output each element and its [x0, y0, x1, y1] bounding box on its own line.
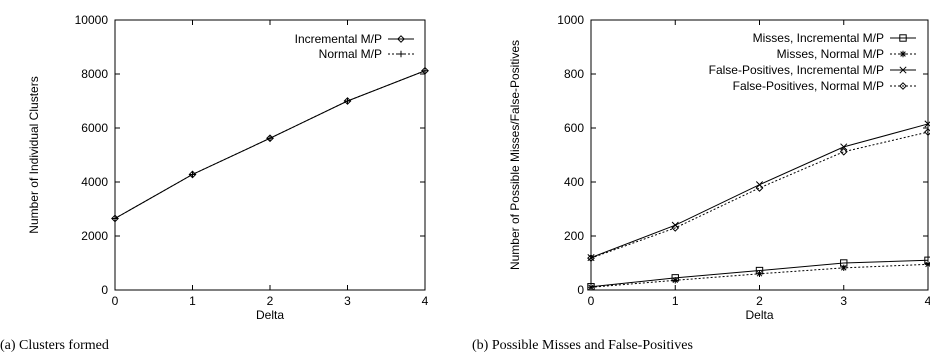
chart-b-legend-label: False-Positives, Normal M/P — [733, 79, 884, 93]
chart-b-legend-marker — [899, 50, 907, 58]
chart-b-legend-label: False-Positives, Incremental M/P — [709, 63, 884, 77]
chart-b-y-tick-label: 800 — [564, 67, 584, 81]
chart-b-y-tick-label: 1000 — [557, 13, 584, 27]
chart-a-legend-label: Normal M/P — [319, 47, 382, 61]
chart-b-data-point — [840, 264, 847, 272]
chart-a-x-tick-label: 4 — [422, 294, 429, 308]
chart-b-data-point — [924, 128, 930, 136]
chart-a-series-line — [114, 70, 426, 219]
chart-a-series-normal-m-p — [111, 67, 429, 222]
chart-b-data-point — [587, 254, 595, 263]
caption-misses-false-positives: (b) Possible Misses and False-Positives — [472, 338, 693, 353]
chart-a-x-tick-label: 2 — [267, 294, 274, 308]
chart-a-series-line — [114, 70, 426, 219]
chart-a-y-tick-label: 8000 — [81, 67, 108, 81]
chart-a-x-tick-label: 1 — [189, 294, 196, 308]
chart-a-y-axis-title: Number of Individual Clusters — [27, 76, 41, 233]
chart-b-y-tick-label: 400 — [564, 175, 584, 189]
chart-a-x-tick-label: 3 — [344, 294, 351, 308]
chart-b-legend-label: Misses, Incremental M/P — [753, 31, 884, 45]
chart-a-data-point — [344, 97, 351, 105]
chart-misses-false-positives: 0 1 2 3 4 0 200 400 600 800 1000 Delta Number of Pos… — [508, 13, 930, 322]
chart-b-x-tick-label: 2 — [756, 294, 763, 308]
chart-a-data-point — [266, 135, 274, 142]
chart-b-data-point — [924, 261, 930, 268]
chart-b-series-line — [590, 259, 929, 288]
chart-b-x-tick-label: 3 — [840, 294, 847, 308]
chart-b-legend-marker — [899, 34, 907, 42]
chart-a-y-tick-label: 6000 — [81, 121, 108, 135]
chart-b-y-axis-title: Number of Possible Misses/False-Positive… — [508, 40, 522, 270]
chart-a-data-point — [189, 171, 196, 178]
chart-b-data-point — [671, 223, 680, 232]
chart-clusters-formed: 0 1 2 3 4 0 2000 4000 6000 8000 10000 Delta Number o… — [27, 13, 429, 322]
chart-b-legend: Misses, Incremental M/P Misses, Normal M/… — [709, 31, 916, 93]
chart-a-data-point — [111, 215, 119, 222]
chart-b-data-point — [840, 143, 848, 151]
chart-b-legend-marker — [899, 82, 907, 90]
chart-b-x-tick-label: 4 — [925, 294, 930, 308]
chart-a-y-tick-label: 4000 — [81, 175, 108, 189]
chart-a-legend-label: Incremental M/P — [295, 32, 382, 46]
chart-b-data-point — [755, 184, 764, 192]
chart-a-y-tick-label: 10000 — [75, 13, 109, 27]
chart-a-legend-marker — [397, 35, 405, 43]
chart-b-data-point — [587, 284, 595, 291]
chart-a-data-point — [421, 67, 429, 74]
chart-b-x-tick-label: 1 — [672, 294, 679, 308]
chart-b-data-point — [756, 270, 763, 277]
chart-a-series-incremental-m-p — [111, 66, 429, 223]
chart-a-x-axis-title: Delta — [256, 308, 284, 322]
chart-b-x-tick-label: 0 — [588, 294, 595, 308]
chart-b-legend-label: Misses, Normal M/P — [777, 47, 884, 61]
chart-b-data-point — [839, 147, 848, 156]
caption-clusters-formed: (a) Clusters formed — [0, 338, 109, 353]
chart-a-y-tick-label: 0 — [101, 283, 108, 297]
chart-a-y-tick-label: 2000 — [81, 229, 108, 243]
chart-b-series-false-positives-normal-m-p — [587, 128, 930, 263]
chart-b-legend-marker — [899, 66, 907, 74]
chart-a-legend-marker — [397, 50, 405, 58]
chart-b-y-tick-label: 600 — [564, 121, 584, 135]
chart-b-y-tick-label: 0 — [577, 283, 584, 297]
chart-b-series-misses-normal-m-p — [587, 261, 930, 291]
chart-b-y-tick-label: 200 — [564, 229, 584, 243]
chart-a-x-tick-label: 0 — [112, 294, 119, 308]
chart-b-x-axis-title: Delta — [745, 308, 773, 322]
chart-b-data-point — [672, 277, 679, 284]
chart-b-data-point — [924, 120, 930, 128]
chart-b-series-line — [590, 131, 929, 259]
